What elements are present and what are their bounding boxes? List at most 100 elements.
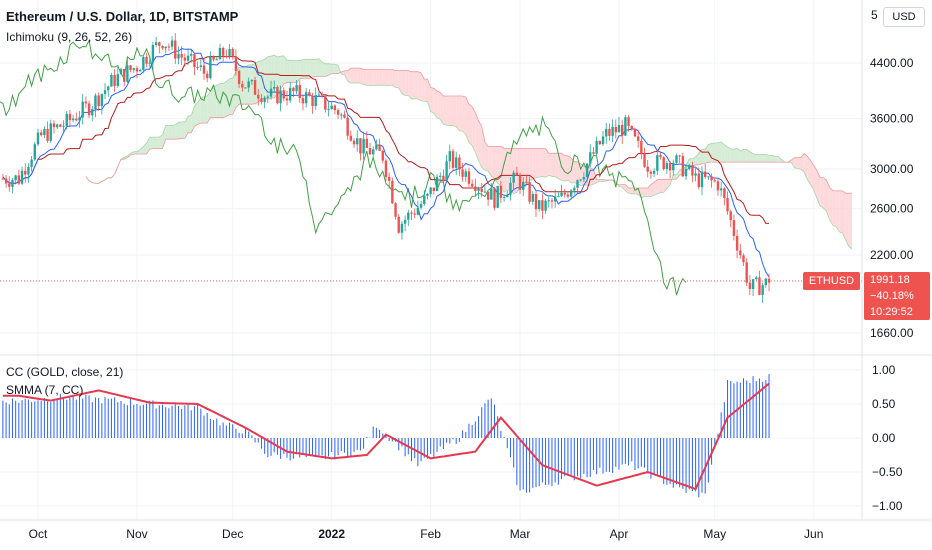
cloud-segment (778, 156, 782, 163)
cc-tick-label: −1.00 (872, 499, 903, 513)
cloud-segment (468, 104, 473, 146)
cloud-segment (283, 55, 287, 84)
cloud-segment (807, 156, 811, 185)
candle-body (356, 138, 359, 145)
smma-legend[interactable]: SMMA (7, CC) (6, 383, 84, 397)
candle-body (624, 117, 627, 136)
senkou-span-a (85, 54, 853, 250)
candle-body (142, 57, 145, 70)
candle-body (502, 197, 506, 199)
candle-body (391, 180, 394, 204)
candle-body (742, 255, 745, 263)
cloud-segment (765, 154, 770, 163)
candle-body (81, 101, 84, 118)
cloud-segment (258, 60, 262, 102)
cloud-segment (424, 79, 428, 103)
candle-body (167, 46, 171, 48)
candle-body (257, 94, 260, 99)
cloud-segment (360, 68, 364, 85)
ichimoku-legend[interactable]: Ichimoku (9, 26, 52, 26) (6, 30, 133, 44)
candle-body (202, 65, 206, 74)
candle-body (68, 113, 72, 121)
candle-body (285, 98, 289, 101)
cloud-segment (654, 179, 658, 196)
candle-body (668, 163, 672, 171)
cloud-segment (140, 146, 144, 155)
candle-body (448, 151, 452, 162)
time-axis[interactable]: Oct Nov Dec 2022 Feb Mar Apr May Jun (0, 519, 932, 541)
candle-body (672, 162, 675, 171)
candle-body (237, 70, 241, 85)
candle-body (43, 129, 46, 136)
candle-body (739, 250, 742, 256)
candle-body (225, 55, 228, 57)
time-tick-label: Feb (420, 527, 441, 541)
candle-body (46, 129, 49, 141)
time-tick-label: Apr (610, 527, 629, 541)
cloud-segment (306, 59, 310, 79)
candle-body (512, 172, 515, 183)
cloud-segment (775, 156, 779, 163)
price-change: −40.18% (870, 290, 914, 302)
candle-body (14, 175, 17, 181)
candle-body (589, 152, 592, 164)
time-tick-label: Nov (126, 527, 147, 541)
cloud-segment (302, 59, 307, 79)
currency-button[interactable]: USD (883, 7, 925, 27)
candle-body (65, 113, 68, 126)
candle-body (755, 277, 758, 280)
candle-body (91, 109, 94, 116)
cloud-segment (800, 153, 805, 173)
candle-body (470, 183, 474, 187)
cloud-segment (692, 156, 696, 167)
candle-body (652, 170, 656, 174)
candle-body (550, 200, 554, 202)
price-axis[interactable]: 4400.00 3600.00 3000.00 2600.00 2200.00 1660.… (870, 56, 914, 513)
candle-body (368, 148, 372, 155)
candle-body (735, 235, 739, 251)
candle-body (528, 182, 531, 202)
candle-body (518, 175, 522, 190)
cloud-segment (191, 106, 195, 133)
cloud-segment (548, 153, 552, 177)
cloud-segment (379, 69, 383, 86)
candle-body (346, 117, 349, 136)
candle-body (700, 171, 704, 188)
candle-body (688, 165, 691, 169)
cloud-segment (223, 81, 227, 118)
candle-body (39, 132, 43, 136)
candle-body (263, 97, 266, 103)
cloud-segment (392, 69, 396, 88)
candle-body (359, 138, 362, 154)
cloud-segment (743, 149, 747, 163)
candle-body (292, 87, 295, 92)
candle-body (640, 140, 643, 154)
cloud-segment (759, 154, 763, 163)
candle-body (234, 56, 238, 71)
candle-body (218, 48, 222, 60)
candle-body (764, 278, 768, 286)
candle-body (490, 188, 493, 200)
cloud-segment (152, 137, 157, 149)
cloud-segment (197, 98, 201, 125)
cloud-segment (207, 91, 211, 124)
candle-body (154, 42, 158, 45)
candle-body (78, 117, 81, 121)
cloud-segment (172, 124, 176, 140)
candle-body (598, 140, 602, 145)
cloud-segment (165, 125, 169, 140)
cc-legend[interactable]: CC (GOLD, close, 21) (6, 365, 124, 379)
top-price-tick-partial: 5 (871, 8, 878, 22)
cloud-segment (405, 70, 409, 96)
candle-body (748, 282, 752, 289)
candle-body (413, 213, 416, 215)
cloud-segment (290, 60, 294, 83)
cloud-segment (558, 153, 562, 181)
candle-body (608, 128, 611, 136)
candle-body (378, 144, 381, 151)
candle-body (710, 176, 713, 181)
candle-body (486, 191, 490, 200)
cloud-segment (261, 59, 265, 99)
candle-body (135, 68, 139, 72)
